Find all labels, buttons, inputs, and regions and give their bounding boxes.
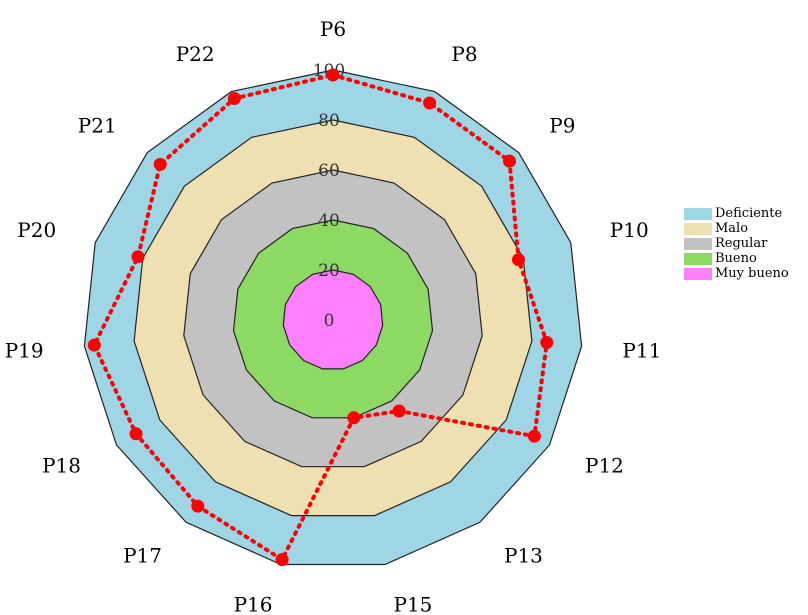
tick-label-0: 0 — [324, 311, 335, 331]
data-point-p12 — [527, 429, 541, 443]
data-point-p6 — [326, 68, 340, 82]
series-line — [92, 73, 549, 563]
legend-item-regular: Regular — [684, 236, 789, 251]
axis-label-p15: P15 — [394, 593, 433, 615]
axis-label-p19: P19 — [5, 338, 44, 362]
axis-label-p8: P8 — [451, 42, 477, 66]
data-point-p19 — [87, 338, 101, 352]
data-point-p16 — [275, 553, 289, 567]
axis-labels: P6 P8 P9 P10 P11 P12 P13 P15 P16 P17 P18 P19 P20 P21 P… — [5, 17, 662, 615]
legend-label: Malo — [715, 221, 749, 236]
tick-label-80: 80 — [318, 111, 340, 131]
axis-label-p18: P18 — [42, 454, 81, 478]
data-point-p22 — [227, 92, 241, 105]
data-point-p21 — [153, 157, 167, 171]
data-point-p10 — [512, 253, 525, 267]
legend: Deficiente Malo Regular Bueno Muy bueno — [684, 206, 789, 281]
axis-label-p10: P10 — [610, 218, 649, 242]
legend-label: Bueno — [715, 251, 757, 266]
legend-swatch — [684, 267, 712, 280]
legend-swatch — [684, 207, 712, 220]
axis-label-p22: P22 — [176, 42, 215, 66]
data-point-p17 — [191, 499, 205, 513]
tick-label-60: 60 — [318, 161, 340, 181]
band-muy-bueno — [282, 269, 384, 370]
axis-label-p9: P9 — [549, 113, 575, 137]
axis-label-p13: P13 — [504, 543, 543, 567]
axis-label-p6: P6 — [320, 17, 346, 41]
axis-label-p21: P21 — [78, 113, 117, 137]
legend-swatch — [684, 222, 712, 235]
axis-label-p16: P16 — [234, 593, 273, 615]
legend-swatch — [684, 237, 712, 250]
data-point-p13 — [392, 404, 406, 418]
legend-label: Deficiente — [715, 206, 783, 221]
data-point-p11 — [540, 336, 554, 349]
legend-item-deficiente: Deficiente — [684, 206, 789, 221]
axis-label-p12: P12 — [585, 454, 624, 478]
data-point-p20 — [131, 250, 145, 264]
axis-label-p11: P11 — [622, 338, 661, 362]
data-point-p18 — [129, 427, 143, 441]
legend-label: Muy bueno — [715, 266, 789, 281]
data-point-p8 — [423, 96, 437, 110]
data-point-p15 — [347, 411, 361, 425]
axis-label-p17: P17 — [123, 543, 162, 567]
radar-series — [87, 68, 554, 567]
legend-label: Regular — [715, 236, 768, 251]
legend-item-muy-bueno: Muy bueno — [684, 266, 789, 281]
axis-label-p20: P20 — [17, 218, 56, 242]
data-point-p9 — [503, 154, 516, 168]
legend-swatch — [684, 252, 712, 265]
legend-item-malo: Malo — [684, 221, 789, 236]
tick-label-40: 40 — [318, 211, 340, 231]
tick-label-20: 20 — [318, 261, 340, 281]
legend-item-bueno: Bueno — [684, 251, 789, 266]
